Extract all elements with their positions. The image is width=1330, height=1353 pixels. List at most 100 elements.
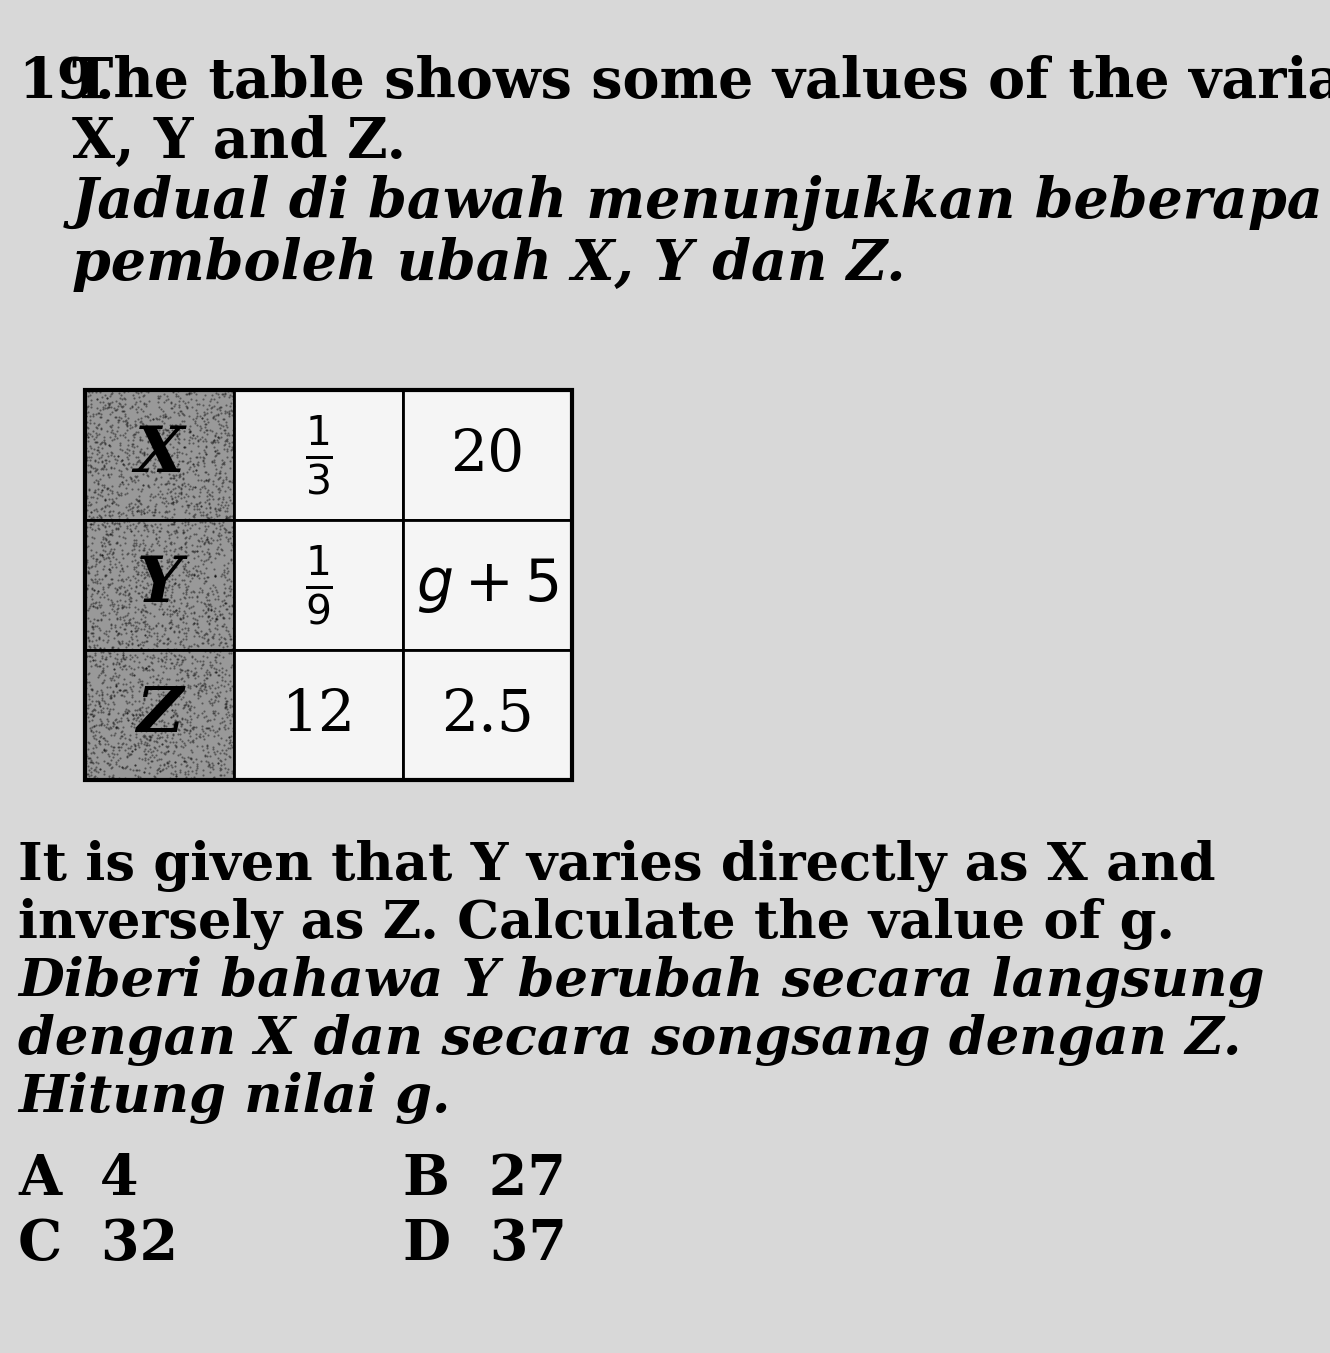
Point — [174, 545, 196, 567]
Point — [120, 743, 141, 764]
Point — [172, 746, 193, 767]
Point — [160, 507, 181, 529]
Point — [129, 705, 150, 727]
Point — [148, 552, 169, 574]
Point — [116, 690, 137, 712]
Point — [141, 423, 162, 445]
Point — [160, 599, 181, 621]
Point — [162, 467, 184, 488]
Point — [168, 380, 189, 402]
Point — [118, 648, 140, 670]
Point — [193, 471, 214, 492]
Point — [214, 402, 235, 423]
Point — [150, 572, 172, 594]
Point — [150, 641, 172, 663]
Point — [80, 513, 101, 534]
Point — [169, 451, 190, 472]
Point — [108, 594, 129, 616]
Point — [203, 766, 225, 787]
Point — [145, 522, 166, 544]
Point — [178, 383, 199, 405]
Point — [108, 736, 129, 758]
Point — [219, 695, 241, 717]
Point — [174, 587, 196, 609]
Point — [109, 474, 130, 495]
Point — [129, 766, 150, 787]
Point — [168, 396, 189, 418]
Point — [92, 498, 113, 520]
Point — [153, 446, 174, 468]
Point — [134, 606, 156, 628]
Point — [134, 737, 156, 759]
Point — [88, 568, 109, 590]
Point — [100, 415, 121, 437]
Point — [117, 459, 138, 480]
Point — [207, 383, 229, 405]
Point — [76, 399, 97, 421]
Point — [118, 438, 140, 460]
Point — [200, 641, 221, 663]
Point — [134, 697, 156, 718]
Point — [211, 514, 233, 536]
Point — [192, 764, 213, 786]
Point — [145, 700, 166, 721]
Point — [134, 648, 156, 670]
Point — [165, 599, 186, 621]
Point — [106, 449, 128, 471]
Point — [197, 482, 218, 503]
Point — [164, 709, 185, 731]
Point — [180, 747, 201, 769]
Point — [158, 668, 180, 690]
Point — [164, 644, 185, 666]
Point — [148, 664, 169, 686]
Point — [210, 426, 231, 448]
Point — [101, 572, 122, 594]
Point — [129, 391, 150, 413]
Point — [113, 474, 134, 495]
Point — [210, 414, 231, 436]
Point — [81, 390, 102, 411]
Point — [130, 618, 152, 640]
Point — [124, 716, 145, 737]
Point — [140, 716, 161, 737]
Point — [126, 563, 148, 584]
Point — [136, 380, 157, 402]
Point — [86, 690, 108, 712]
Point — [109, 525, 130, 547]
Point — [153, 601, 174, 622]
Point — [197, 532, 218, 553]
Point — [189, 676, 210, 698]
Point — [145, 689, 166, 710]
Point — [122, 534, 144, 556]
Point — [158, 740, 180, 762]
Point — [150, 559, 172, 580]
Point — [206, 618, 227, 640]
Point — [81, 622, 102, 644]
Point — [209, 497, 230, 518]
Point — [166, 426, 188, 448]
Point — [222, 637, 243, 659]
Point — [117, 482, 138, 503]
Point — [218, 758, 239, 779]
Point — [76, 668, 97, 690]
Point — [82, 741, 104, 763]
Point — [120, 586, 141, 607]
Point — [219, 521, 241, 543]
Point — [81, 589, 102, 610]
Point — [184, 633, 205, 655]
Point — [152, 733, 173, 755]
Point — [185, 663, 206, 685]
Point — [130, 607, 152, 629]
Point — [192, 735, 213, 756]
Point — [90, 700, 112, 721]
Point — [164, 557, 185, 579]
Point — [153, 437, 174, 459]
Point — [122, 704, 144, 725]
Point — [86, 610, 108, 632]
Point — [194, 441, 215, 463]
Point — [92, 457, 113, 479]
Point — [158, 575, 180, 597]
Point — [219, 488, 241, 510]
Point — [165, 760, 186, 782]
Point — [126, 490, 148, 511]
